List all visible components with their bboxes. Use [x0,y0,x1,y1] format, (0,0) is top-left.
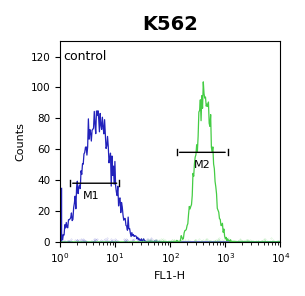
Text: control: control [63,50,106,63]
X-axis label: FL1-H: FL1-H [154,271,186,281]
Y-axis label: Counts: Counts [15,122,25,161]
Text: M1: M1 [83,191,99,201]
Text: M2: M2 [194,160,211,170]
Title: K562: K562 [142,15,198,34]
